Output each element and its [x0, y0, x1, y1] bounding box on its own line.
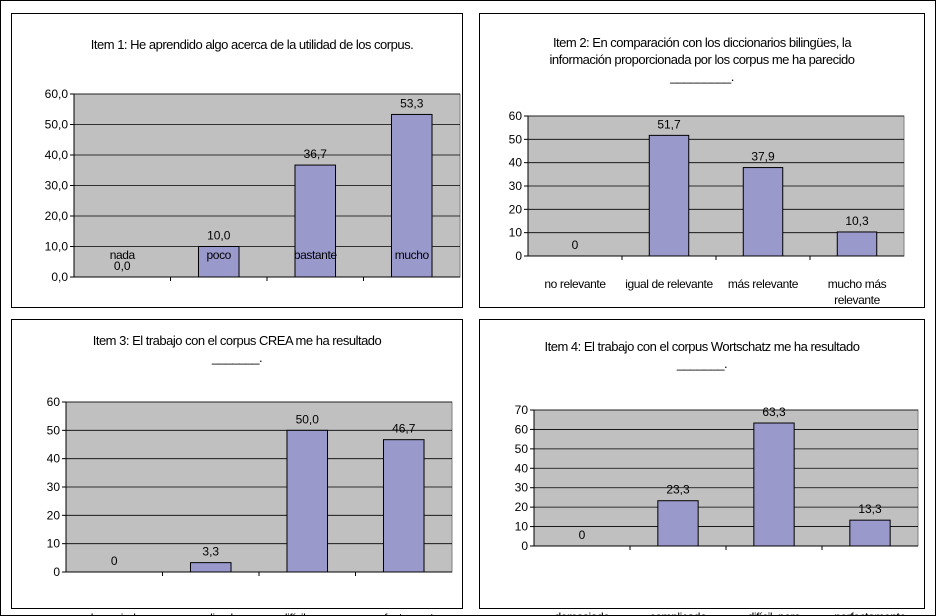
bar-m-s-relevante: [742, 167, 784, 257]
data-label: 23,3: [666, 483, 690, 497]
x-category-label: igual de relevante: [625, 277, 713, 291]
x-category-label: no relevante: [544, 277, 606, 291]
data-label: 53,3: [400, 96, 424, 110]
y-tick-label: 60,0: [45, 87, 69, 101]
chart-panel-item-4: Item 4: El trabajo con el corpus Wortsch…: [479, 319, 925, 616]
x-category-label: difícil, perofactible: [748, 610, 802, 616]
bar-dif-cil-pero-factible: [753, 422, 795, 547]
data-label: 3,3: [202, 545, 219, 559]
x-category-label: poco: [207, 248, 232, 262]
x-category-label: difícil, perofactible: [281, 611, 335, 616]
y-tick-label: 20: [47, 508, 61, 522]
y-tick-label: 60: [515, 422, 529, 436]
y-tick-label: 10: [47, 537, 61, 551]
y-tick-label: 50: [509, 132, 523, 146]
y-tick-label: 30: [515, 481, 529, 495]
y-tick-label: 60: [47, 395, 61, 409]
y-tick-label: 30: [47, 480, 61, 494]
x-category-label: más relevante: [728, 277, 799, 291]
bar-chart-item-2: 0 10 20 30 40 50 60 0 no relevante 51,7 igual de r…: [509, 109, 905, 307]
x-category-label: demasiadocomplicado: [554, 610, 611, 616]
bar-complicado: [189, 562, 232, 573]
y-tick-label: 20: [515, 500, 529, 514]
bar-mucho: [390, 113, 433, 278]
x-category-label: demasiadocomplicado: [86, 611, 143, 616]
bar-igual-de-relevante: [648, 134, 690, 257]
data-label: 36,7: [304, 147, 328, 161]
y-tick-label: 30,0: [45, 179, 69, 193]
y-tick-label: 40,0: [45, 148, 69, 162]
y-tick-label: 40: [47, 452, 61, 466]
bar-poco: [197, 246, 240, 278]
y-tick-label: 10: [515, 520, 529, 534]
y-tick-label: 0: [515, 249, 522, 263]
bar-dif-cil-pero-factible: [286, 429, 329, 573]
x-category-label: perfectamentefactible: [368, 611, 440, 616]
x-category-label: nada: [110, 248, 136, 262]
chart-title: Item 2: En comparación con los diccionar…: [549, 35, 855, 84]
x-category-label: complicado: [650, 610, 707, 616]
chart-panel-item-1: Item 1: He aprendido algo acerca de la u…: [11, 13, 463, 308]
data-label: 0,0: [114, 259, 131, 273]
data-label: 0: [572, 238, 579, 252]
y-tick-label: 0: [53, 565, 60, 579]
y-tick-label: 0: [521, 539, 528, 553]
y-tick-label: 70: [515, 403, 529, 417]
bar-mucho-m-s-relevante: [836, 231, 878, 257]
bar-chart-item-4: 0 10 20 30 40 50 60 70 0 demasiadocomplicado 23,3 c…: [515, 403, 919, 616]
y-tick-label: 50,0: [45, 118, 69, 132]
y-tick-label: 30: [509, 179, 523, 193]
data-label: 13,3: [858, 502, 882, 516]
x-category-label: complicado: [182, 611, 239, 616]
y-tick-label: 0,0: [51, 270, 68, 284]
bar-chart-item-3: 0 10 20 30 40 50 60 0 demasiadocomplicado 3,3 comp…: [47, 395, 453, 616]
bar-perfectamente-factible: [849, 519, 891, 547]
y-tick-label: 20,0: [45, 209, 69, 223]
data-label: 0: [579, 528, 586, 542]
data-label: 10,3: [845, 214, 869, 228]
data-label: 10,0: [207, 229, 231, 243]
y-tick-label: 20: [509, 202, 523, 216]
bar-chart-item-1: 0,010,020,030,040,050,060,00,0nada10,0po…: [45, 87, 461, 284]
chart-title: Item 4: El trabajo con el corpus Wortsch…: [544, 339, 860, 371]
data-label: 0: [111, 554, 118, 568]
x-category-label: mucho más relevante: [828, 277, 887, 307]
x-category-label: bastante: [294, 248, 338, 262]
chart-panel-item-3: Item 3: El trabajo con el corpus CREA me…: [11, 319, 463, 616]
bar-complicado: [657, 500, 699, 547]
chart-title: Item 1: He aprendido algo acerca de la u…: [90, 37, 414, 52]
data-label: 63,3: [762, 405, 786, 419]
y-tick-label: 50: [47, 423, 61, 437]
data-label: 51,7: [657, 117, 681, 131]
y-tick-label: 60: [509, 109, 523, 123]
bar-perfectamente-factible: [382, 439, 425, 573]
x-category-label: perfectamentefactible: [834, 610, 906, 616]
chart-panel-item-2: Item 2: En comparación con los diccionar…: [479, 13, 925, 308]
y-tick-label: 40: [515, 461, 529, 475]
data-label: 37,9: [751, 150, 775, 164]
chart-title: Item 3: El trabajo con el corpus CREA me…: [92, 333, 382, 365]
x-category-label: mucho: [395, 248, 430, 262]
y-tick-label: 50: [515, 442, 529, 456]
data-label: 46,7: [392, 422, 416, 436]
bar-bastante: [294, 164, 337, 278]
data-label: 50,0: [296, 412, 320, 426]
y-tick-label: 40: [509, 156, 523, 170]
y-tick-label: 10,0: [45, 240, 69, 254]
y-tick-label: 10: [509, 226, 523, 240]
